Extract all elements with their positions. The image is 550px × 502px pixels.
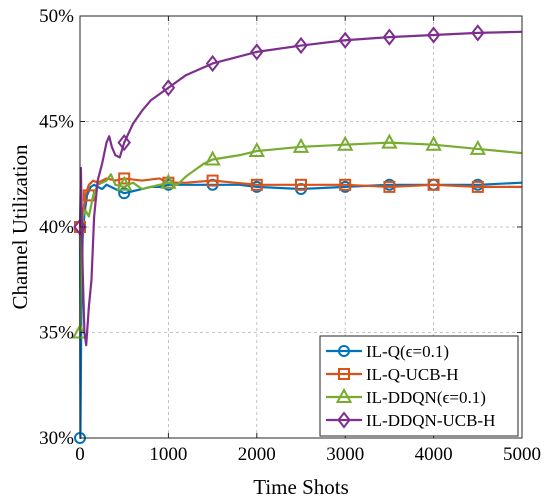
data-point [161, 79, 176, 97]
data-point [248, 141, 265, 158]
y-axis-label: Channel Utilization [8, 144, 32, 310]
data-point [338, 31, 352, 49]
series-4 [73, 24, 523, 347]
y-tick-label: 35% [39, 323, 74, 344]
data-point [337, 135, 354, 151]
y-tick-label: 50% [39, 6, 74, 27]
data-point [117, 133, 131, 152]
legend-entry: IL-DDQN-UCB-H [326, 411, 495, 430]
legend-label: IL-Q-UCB-H [366, 365, 459, 384]
x-axis-label: Time Shots [253, 475, 349, 499]
series-line [78, 141, 523, 333]
data-point [206, 174, 219, 187]
data-point [339, 178, 352, 191]
y-tick-label: 30% [39, 428, 74, 449]
legend-label: IL-DDQN(ϵ=0.1) [366, 388, 486, 407]
data-point [250, 178, 263, 191]
series-lines [71, 24, 523, 444]
x-tick-label: 5000 [503, 444, 541, 465]
data-point [382, 28, 397, 46]
data-point [118, 172, 131, 185]
axis-ticks: 0 1000 2000 3000 4000 5000 30% 35% 40% 45% 50% [39, 6, 541, 465]
legend-marker [337, 411, 351, 429]
data-point [292, 137, 310, 153]
x-tick-label: 1000 [149, 444, 187, 465]
legend-marker [335, 387, 353, 403]
data-point [116, 175, 133, 191]
legend-label: IL-Q(ϵ=0.1) [366, 342, 449, 361]
data-point [295, 178, 307, 191]
x-tick-label: 4000 [415, 444, 453, 465]
data-point [160, 173, 177, 189]
x-tick-label: 2000 [238, 444, 276, 465]
data-point [383, 180, 396, 193]
data-point [294, 36, 308, 55]
data-point [469, 139, 486, 155]
data-point [205, 54, 220, 73]
x-tick-label: 3000 [326, 444, 364, 465]
legend-entry: IL-Q-UCB-H [326, 365, 459, 384]
series-3 [71, 133, 523, 339]
y-tick-label: 45% [39, 112, 74, 133]
data-point [471, 180, 484, 193]
data-point [426, 26, 441, 44]
legend-marker [338, 368, 350, 380]
data-point [118, 187, 131, 200]
data-point [425, 135, 442, 151]
series-line [78, 177, 522, 271]
y-tick-label: 40% [39, 217, 74, 238]
data-point [250, 43, 264, 61]
series-line [78, 30, 523, 347]
data-point [427, 178, 440, 191]
data-point [204, 150, 221, 166]
x-tick-label: 0 [75, 444, 85, 465]
data-point [471, 24, 485, 42]
legend: IL-Q(ϵ=0.1) IL-Q-UCB-H IL-DDQN(ϵ=0.1) IL-DD… [319, 335, 519, 437]
legend-marker [338, 345, 350, 357]
legend-label: IL-DDQN-UCB-H [366, 411, 495, 430]
legend-entry: IL-DDQN(ϵ=0.1) [326, 387, 486, 407]
data-point [381, 133, 398, 149]
legend-entry: IL-Q(ϵ=0.1) [326, 342, 449, 361]
